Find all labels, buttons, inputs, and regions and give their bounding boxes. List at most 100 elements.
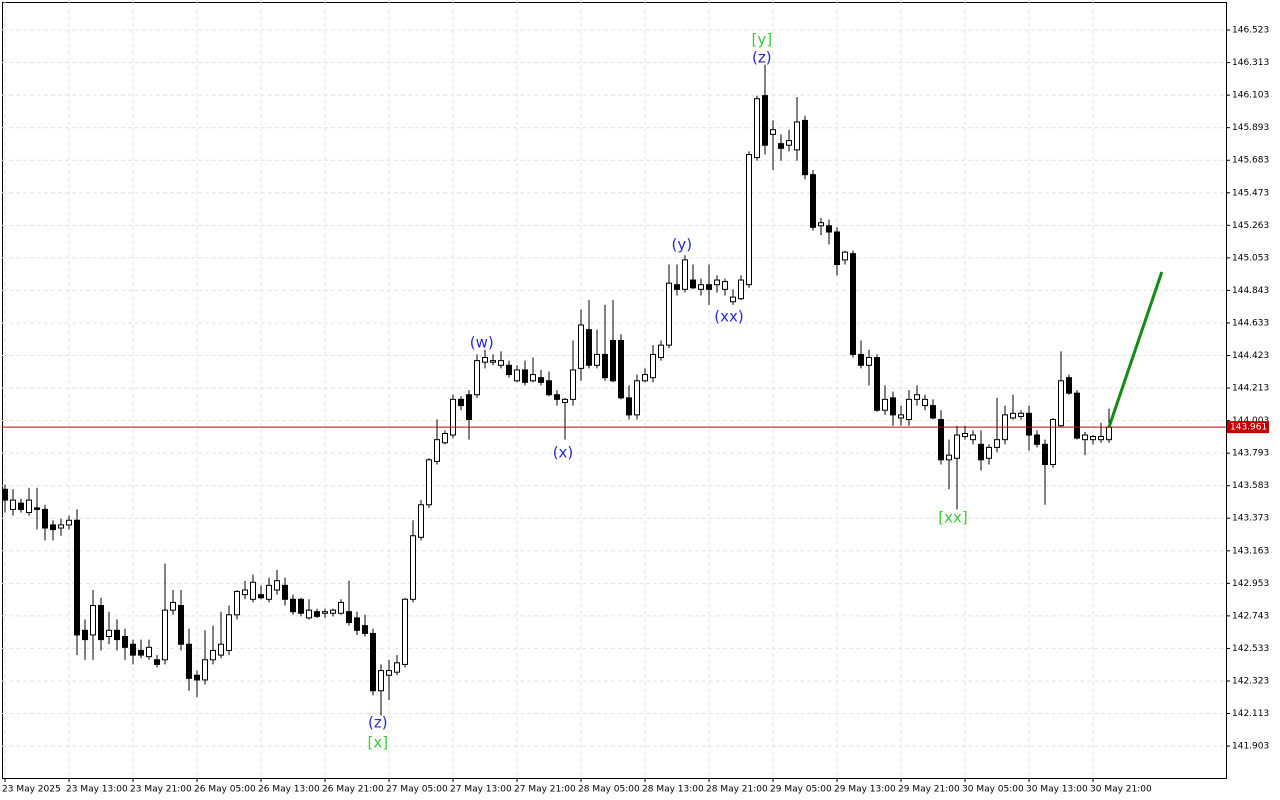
candle-body [946,454,952,461]
candle-body [650,353,656,379]
candle-body [1090,436,1096,441]
candle-body [98,605,104,641]
y-tick-label: 142.323 [1232,676,1269,686]
candle-body [482,357,488,363]
candle-body [346,611,352,624]
y-tick-label: 143.163 [1232,546,1269,556]
x-tick-label: 23 May 13:00 [66,785,128,795]
y-tick-label: 145.683 [1232,156,1269,166]
y-tick-label: 146.523 [1232,26,1269,36]
y-tick-label: 144.423 [1232,351,1269,361]
candle-body [874,357,880,411]
current-price-box [1227,421,1269,434]
candle-body [490,360,496,363]
candle-body [738,279,744,300]
candle-body [754,98,760,159]
candle-body [1010,412,1016,419]
candle-body [602,353,608,379]
candle-body [554,394,560,400]
candle-body [354,617,360,631]
candle-body [274,580,280,591]
candle-body [210,649,216,661]
candle-body [42,508,48,529]
candle-body [426,459,432,506]
y-tick-label: 142.953 [1232,579,1269,589]
candle-body [666,282,672,346]
candle-body [634,380,640,416]
candle-body [410,535,416,600]
candle-body [218,643,224,656]
y-tick-label: 146.103 [1232,91,1269,101]
wave-label: (z) [368,713,388,731]
wave-label: (w) [470,333,494,351]
candle-body [858,353,864,366]
candle-body [282,584,288,600]
candle-body [778,143,784,149]
candle-body [58,524,64,529]
candle-body [770,129,776,135]
candle-body [146,646,152,658]
candle-body [106,629,112,638]
candle-body [722,281,728,290]
candle-body [674,284,680,290]
candle-body [1082,434,1088,441]
candle-body [450,398,456,436]
candle-body [178,605,184,645]
candle-body [74,519,80,636]
forecast-line [1107,271,1164,428]
candle-body [18,502,24,510]
x-tick-label: 23 May 21:00 [130,785,192,795]
candle-body [698,284,704,290]
candle-body [898,414,904,419]
candle-body [882,398,888,411]
plot-frame [2,2,1227,779]
candle-body [954,434,960,459]
candle-body [762,95,768,146]
candle-body [442,432,448,444]
candle-body [802,119,808,176]
candle-body [922,398,928,407]
candle-body [834,231,840,266]
y-tick-label: 145.053 [1232,253,1269,263]
candle-body [658,344,664,359]
candle-body [402,598,408,665]
candle-body [170,601,176,611]
candle-body [498,360,504,366]
x-tick-label: 23 May 2025 [2,785,61,795]
x-tick-label: 29 May 13:00 [834,785,896,795]
candle-body [714,279,720,286]
candle-body [10,499,16,510]
candle-body [338,601,344,614]
candle-body [250,581,256,600]
candle-body [394,662,400,673]
candle-body [1106,426,1112,441]
candle-body [314,611,320,617]
candle-body [610,339,616,382]
candle-body [914,394,920,400]
x-tick-label: 28 May 05:00 [578,785,640,795]
candle-body [298,598,304,614]
candle-body [626,397,632,416]
candle-body [842,251,848,261]
y-tick-label: 145.263 [1232,221,1269,231]
candle-body [306,609,312,619]
candle-body [154,659,160,665]
y-tick-label: 141.903 [1232,742,1269,752]
candle-body [202,659,208,681]
wave-label: (x) [553,444,574,462]
candle-body [514,369,520,382]
candle-body [1050,419,1056,465]
candle-body [90,605,96,636]
wave-label: [y] [752,31,773,49]
candle-body [1098,436,1104,441]
candle-body [810,174,816,228]
candle-body [194,674,200,681]
x-tick-label: 26 May 13:00 [258,785,320,795]
y-tick-label: 145.893 [1232,123,1269,133]
candle-body [866,357,872,366]
candle-body [138,649,144,656]
x-tick-label: 30 May 05:00 [962,785,1024,795]
y-tick-label: 144.003 [1232,416,1269,426]
candle-body [434,439,440,462]
